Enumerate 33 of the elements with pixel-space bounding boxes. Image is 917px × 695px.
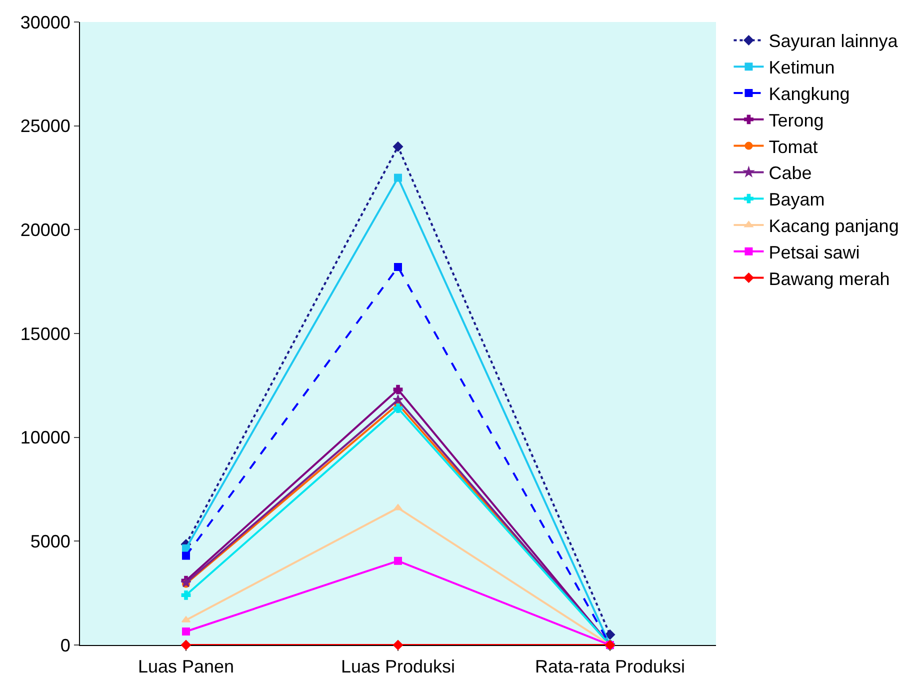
x-tick-label: Rata-rata Produksi <box>534 656 686 677</box>
point <box>392 142 404 152</box>
legend-label: Bawang merah <box>768 268 890 289</box>
y-tick-label: 0 <box>60 635 70 656</box>
point <box>394 263 402 272</box>
point <box>392 640 404 650</box>
point <box>394 556 402 565</box>
legend-label: Terong <box>768 110 824 130</box>
point <box>394 174 402 182</box>
legend-label: Kangkung <box>768 84 850 104</box>
x-tick-label: Luas Produksi <box>340 656 456 677</box>
y-tick-label: 30000 <box>20 12 70 32</box>
point <box>182 628 190 636</box>
legend-label: Tomat <box>768 136 818 157</box>
point <box>393 384 403 394</box>
y-tick-label: 15000 <box>20 324 70 344</box>
legend-label: Ketimun <box>768 58 835 78</box>
legend-label: Bayam <box>768 190 825 210</box>
y-tick-label: 25000 <box>20 116 70 136</box>
legend-label: Sayuran lainnya <box>768 31 899 52</box>
point <box>181 590 191 600</box>
point <box>393 404 403 413</box>
y-tick-label: 20000 <box>20 220 70 240</box>
point <box>182 552 190 560</box>
y-tick-label: 5000 <box>30 531 70 552</box>
x-tick-label: Luas Panen <box>138 656 234 677</box>
point <box>392 394 404 404</box>
y-tick-label: 10000 <box>20 428 70 448</box>
legend-label: Petsai sawi <box>768 242 860 262</box>
legend-label: Kacang panjang <box>768 216 899 236</box>
legend-label: Cabe <box>768 163 812 184</box>
point <box>604 630 616 640</box>
point <box>180 640 192 650</box>
